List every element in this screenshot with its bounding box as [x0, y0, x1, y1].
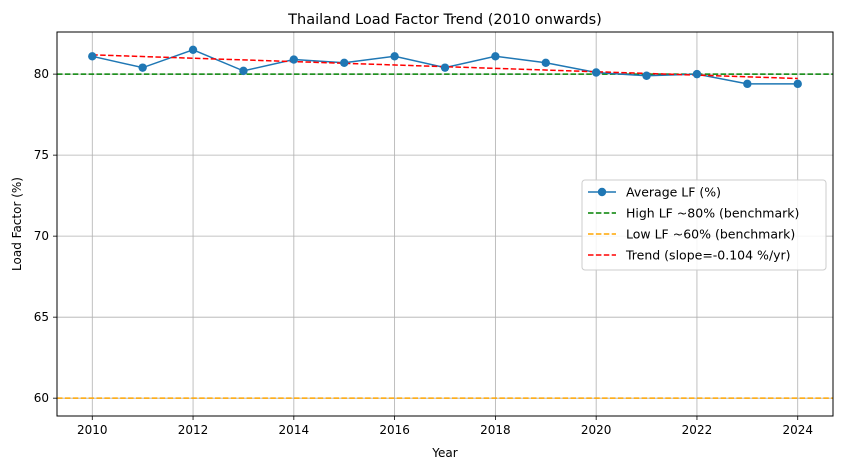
data-point: [390, 52, 399, 61]
benchmark-lines: [57, 73, 833, 399]
data-point: [88, 52, 97, 61]
x-tick-label: 2018: [480, 423, 511, 437]
data-point: [340, 58, 349, 67]
y-tick-label: 65: [34, 310, 49, 324]
y-tick-label: 60: [34, 391, 49, 405]
data-point: [793, 79, 802, 89]
x-tick-label: 2010: [77, 423, 108, 437]
x-tick-label: 2014: [279, 423, 310, 437]
y-tick-label: 80: [34, 67, 49, 81]
plot-frame: [56, 31, 834, 417]
x-tick-label: 2020: [581, 423, 612, 437]
legend-label: Trend (slope=-0.104 %/yr): [625, 248, 791, 263]
y-axis-ticks: 60 65 70 75 80: [34, 67, 57, 405]
x-tick-label: 2012: [178, 423, 209, 437]
data-point: [188, 45, 198, 55]
legend-box: [581, 179, 827, 271]
legend-label: Low LF ~60% (benchmark): [626, 227, 795, 242]
data-point: [692, 69, 702, 79]
legend-label: High LF ~80% (benchmark): [626, 206, 799, 221]
legend-marker: [597, 187, 607, 197]
data-point: [289, 55, 299, 64]
x-axis-label: Year: [431, 446, 457, 460]
legend-label: Average LF (%): [626, 185, 721, 200]
y-tick-label: 75: [34, 148, 49, 162]
data-point: [743, 79, 752, 89]
x-tick-label: 2024: [782, 423, 813, 437]
data-point: [138, 63, 147, 72]
chart-title: Thailand Load Factor Trend (2010 onwards…: [287, 12, 602, 28]
x-tick-label: 2016: [379, 423, 410, 437]
data-point: [491, 52, 500, 61]
y-tick-label: 70: [34, 229, 49, 243]
x-axis-ticks: 2010 2012 2014 2016 2018 2020 2022 2024: [77, 416, 813, 437]
y-axis-label: Load Factor (%): [10, 177, 24, 271]
data-point: [642, 71, 651, 80]
legend: Average LF (%) High LF ~80% (benchmark) Lo…: [581, 179, 827, 271]
series: [88, 45, 802, 89]
data-point: [239, 66, 248, 76]
data-point: [541, 58, 550, 67]
data-point: [591, 68, 601, 77]
data-point: [440, 63, 450, 72]
x-tick-label: 2022: [682, 423, 713, 437]
